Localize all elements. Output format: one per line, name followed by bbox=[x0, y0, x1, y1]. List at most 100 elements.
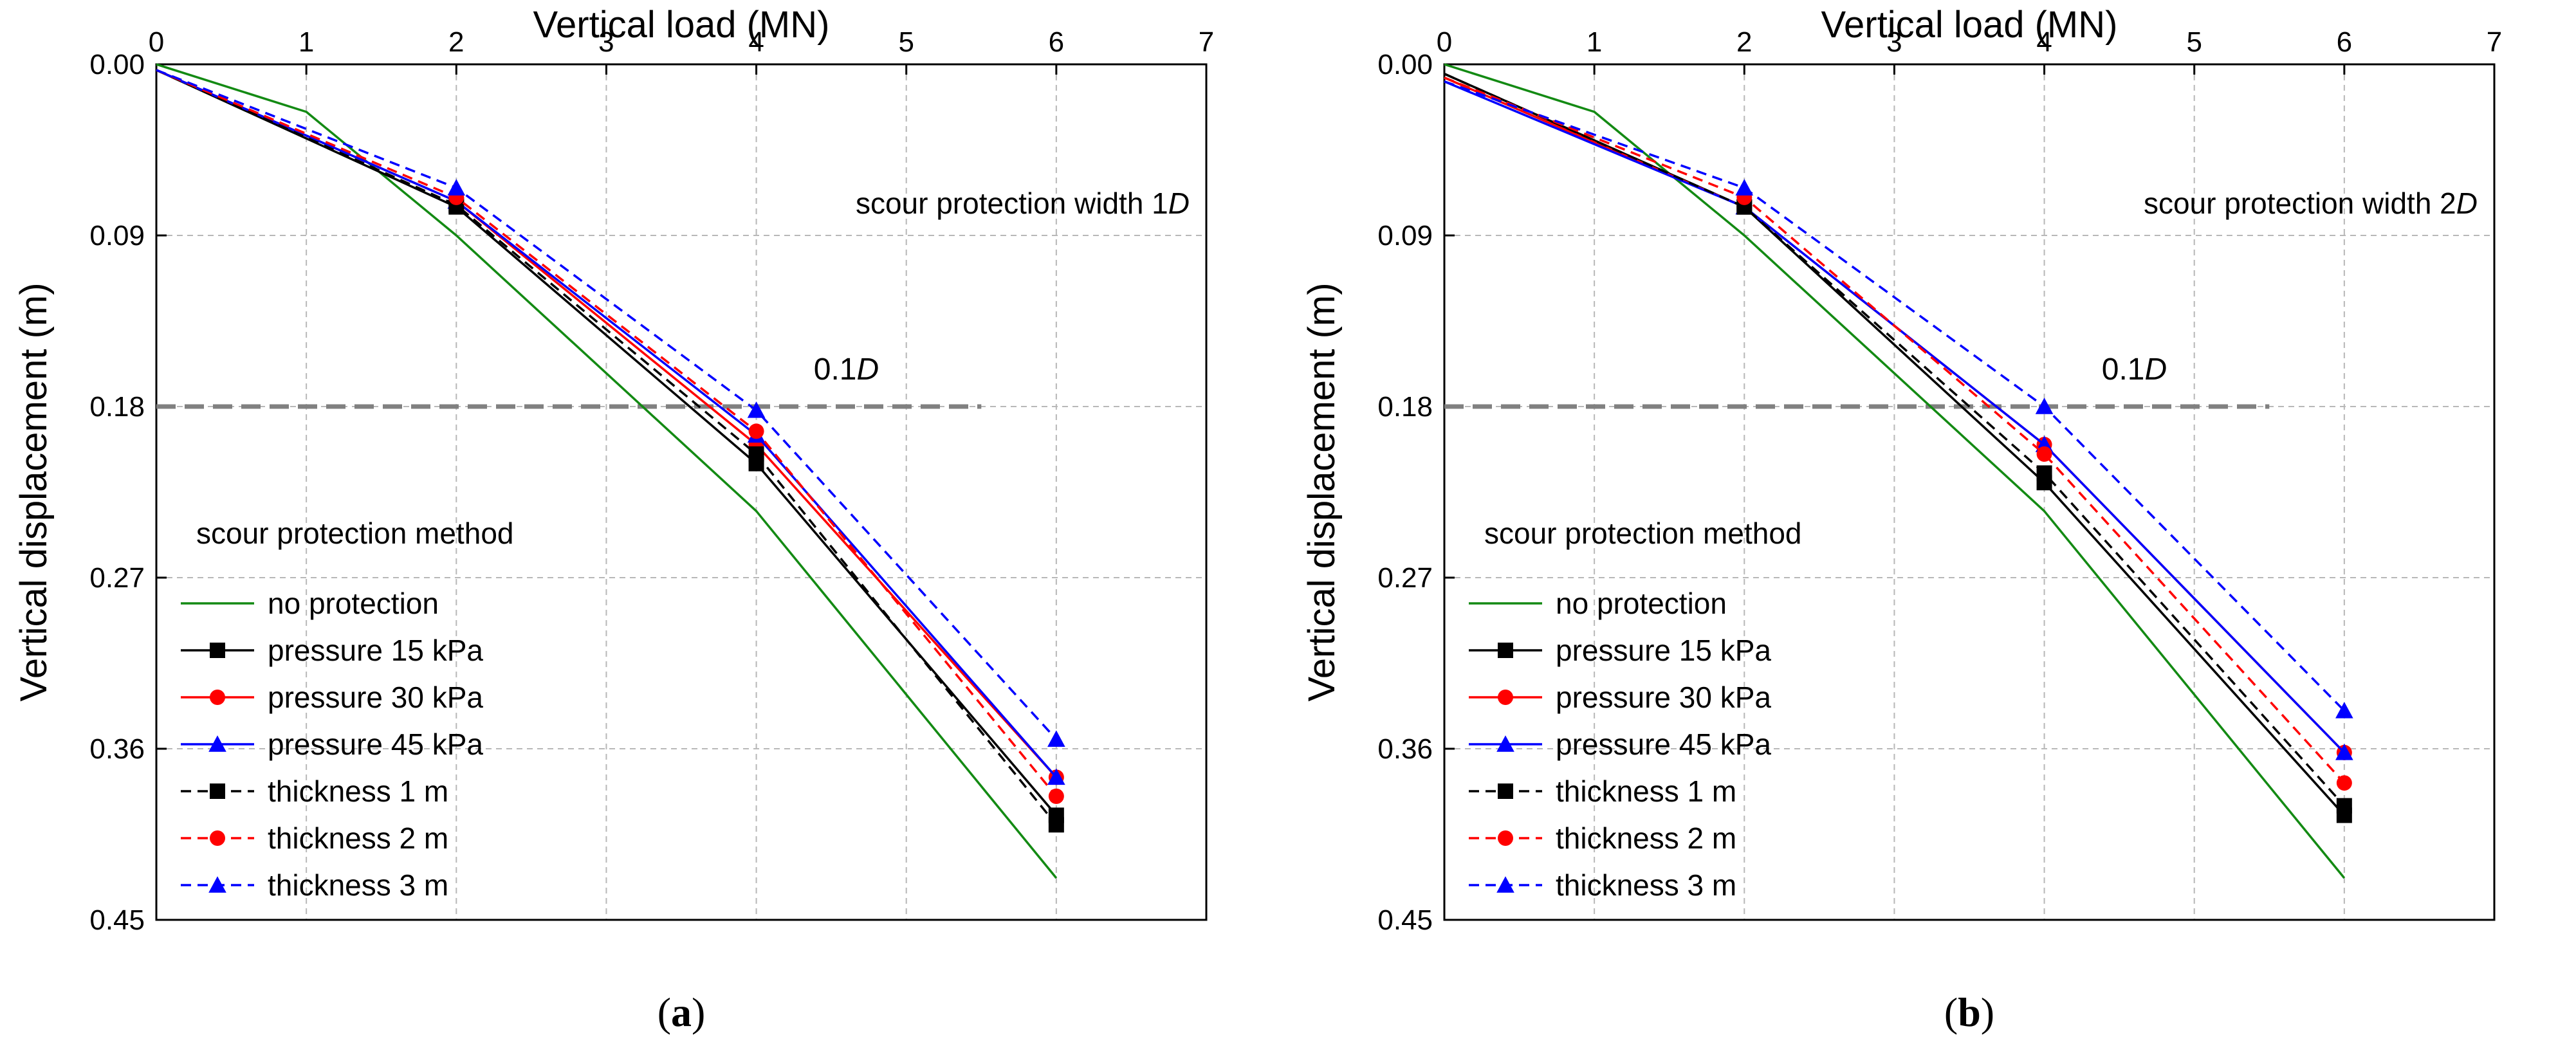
data-point-4-3 bbox=[1048, 817, 1064, 833]
legend-label-0: no protection bbox=[1556, 587, 1727, 620]
y-tick-label: 0.18 bbox=[1377, 391, 1433, 423]
legend-label-6: thickness 3 m bbox=[268, 868, 448, 902]
data-point-4-2 bbox=[2036, 465, 2052, 481]
y-tick-label: 0.36 bbox=[1377, 733, 1433, 765]
panel-caption-open: ( bbox=[658, 989, 671, 1035]
data-point-3-3 bbox=[1047, 768, 1065, 785]
reference-label-text: 0.1 bbox=[814, 353, 857, 387]
series-line-0 bbox=[1444, 63, 2346, 879]
legend-label-4: thickness 1 m bbox=[1556, 774, 1736, 808]
series-line-5 bbox=[156, 69, 1058, 797]
x-tick-label: 5 bbox=[898, 26, 914, 58]
annotation-var: D bbox=[1168, 187, 1190, 220]
x-axis-title: Vertical load (MN) bbox=[1821, 4, 2118, 46]
legend-label-0: no protection bbox=[268, 587, 439, 620]
data-point-5-3 bbox=[2336, 775, 2352, 791]
legend: scour protection method no protection pres… bbox=[181, 517, 514, 902]
legend-marker-2 bbox=[1498, 690, 1513, 705]
x-tick-label: 1 bbox=[299, 26, 314, 58]
x-tick-label: 0 bbox=[1437, 26, 1452, 58]
reference-line-label: 0.1D bbox=[2102, 353, 2167, 387]
annotation-var: D bbox=[2456, 187, 2478, 220]
legend-label-5: thickness 2 m bbox=[268, 821, 448, 855]
x-tick-label: 6 bbox=[2337, 26, 2352, 58]
x-tick-label: 7 bbox=[1199, 26, 1214, 58]
data-point-6-2 bbox=[2035, 398, 2054, 414]
series-line-4 bbox=[1444, 73, 2346, 807]
y-tick-label: 0.00 bbox=[1377, 49, 1433, 80]
series-line-6 bbox=[1444, 80, 2346, 712]
legend-marker-1 bbox=[210, 643, 225, 658]
legend-marker-3 bbox=[1496, 735, 1514, 752]
series-line-3 bbox=[156, 69, 1058, 778]
legend-label-4: thickness 1 m bbox=[268, 774, 448, 808]
legend-marker-5 bbox=[210, 830, 225, 846]
series-line-5 bbox=[1444, 77, 2346, 784]
reference-label-var: D bbox=[2144, 353, 2167, 387]
data-point-5-2 bbox=[2036, 446, 2052, 462]
panel-caption: (a) bbox=[658, 989, 706, 1035]
y-tick-label: 0.45 bbox=[89, 904, 145, 936]
legend-marker-2 bbox=[210, 690, 225, 705]
legend-label-1: pressure 15 kPa bbox=[1556, 634, 1771, 667]
legend-marker-1 bbox=[1498, 643, 1513, 658]
y-tick-label: 0.45 bbox=[1377, 904, 1433, 936]
data-point-6-1 bbox=[447, 179, 466, 196]
x-tick-label: 4 bbox=[748, 26, 764, 58]
legend-marker-3 bbox=[208, 735, 226, 752]
x-tick-label: 5 bbox=[2186, 26, 2202, 58]
y-axis-title: Vertical displacement (m) bbox=[1301, 282, 1343, 701]
data-point-6-3 bbox=[2335, 702, 2353, 719]
legend-label-6: thickness 3 m bbox=[1556, 868, 1736, 902]
panel-caption-close: ) bbox=[692, 989, 705, 1035]
x-tick-label: 0 bbox=[149, 26, 164, 58]
data-point-4-2 bbox=[748, 446, 764, 462]
legend-marker-4 bbox=[1498, 783, 1513, 799]
series-line-2 bbox=[156, 69, 1058, 778]
chart-panel-b: 0 1 2 3 4 5 6 7 Vertical load (MN) 0.00 0.09 0.18 0.… bbox=[1288, 0, 2576, 1053]
series-group bbox=[156, 63, 1065, 879]
y-axis-title: Vertical displacement (m) bbox=[13, 282, 55, 701]
x-tick-label: 3 bbox=[598, 26, 614, 58]
annotation-text: scour protection width 1 bbox=[856, 187, 1168, 220]
y-tick-label: 0.27 bbox=[89, 562, 145, 594]
annotation-scour-width: scour protection width 1D bbox=[856, 187, 1190, 220]
reference-label-text: 0.1 bbox=[2102, 353, 2145, 387]
data-point-4-3 bbox=[2336, 798, 2352, 814]
data-point-5-3 bbox=[1048, 788, 1064, 804]
legend-title: scour protection method bbox=[1484, 517, 1802, 550]
reference-label-var: D bbox=[856, 353, 879, 387]
x-tick-label: 2 bbox=[448, 26, 464, 58]
y-tick-label: 0.09 bbox=[1377, 220, 1433, 252]
panel-caption-letter: b bbox=[1958, 989, 1981, 1035]
x-tick-label: 2 bbox=[1736, 26, 1752, 58]
x-tick-label: 1 bbox=[1587, 26, 1602, 58]
legend-marker-4 bbox=[210, 783, 225, 799]
y-tick-label: 0.36 bbox=[89, 733, 145, 765]
legend-title: scour protection method bbox=[196, 517, 514, 550]
reference-line-label: 0.1D bbox=[814, 353, 879, 387]
x-tick-label: 3 bbox=[1886, 26, 1902, 58]
annotation-text: scour protection width 2 bbox=[2144, 187, 2456, 220]
series-group bbox=[1444, 63, 2353, 879]
legend-label-1: pressure 15 kPa bbox=[268, 634, 483, 667]
plot-frame bbox=[155, 63, 1208, 921]
data-point-3-3 bbox=[2335, 744, 2353, 760]
series-line-6 bbox=[156, 69, 1058, 740]
legend-marker-6 bbox=[1496, 876, 1514, 893]
x-tick-label: 7 bbox=[2487, 26, 2502, 58]
x-axis: 0 1 2 3 4 5 6 7 bbox=[1437, 26, 2502, 75]
x-tick-label: 6 bbox=[1049, 26, 1064, 58]
data-point-6-1 bbox=[1735, 179, 1754, 196]
y-tick-label: 0.27 bbox=[1377, 562, 1433, 594]
x-axis-title: Vertical load (MN) bbox=[533, 4, 830, 46]
series-line-1 bbox=[1444, 73, 2346, 816]
series-line-0 bbox=[156, 63, 1058, 879]
legend-label-5: thickness 2 m bbox=[1556, 821, 1736, 855]
y-axis: 0.00 0.09 0.18 0.27 0.36 0.45 bbox=[1377, 49, 1455, 936]
y-axis: 0.00 0.09 0.18 0.27 0.36 0.45 bbox=[89, 49, 167, 936]
data-point-6-2 bbox=[747, 401, 766, 418]
